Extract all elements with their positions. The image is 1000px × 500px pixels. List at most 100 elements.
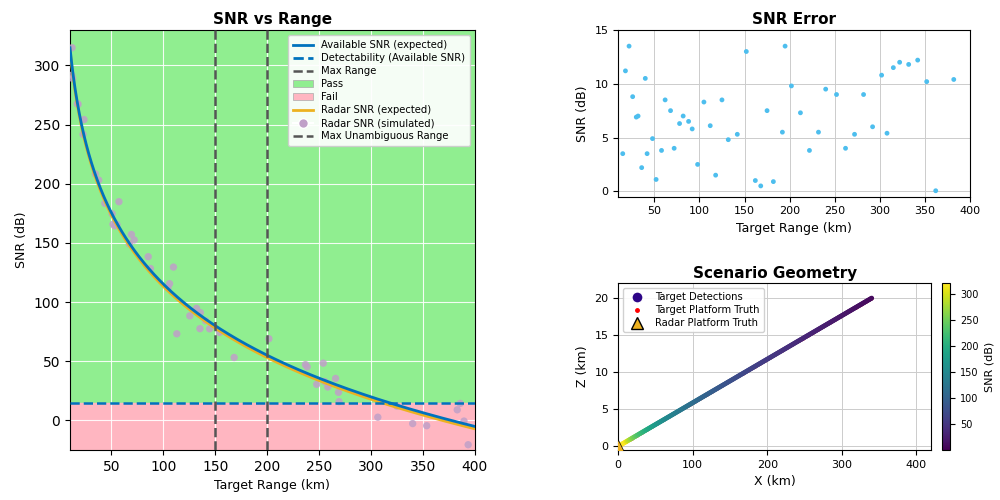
Point [675,404,691,412]
Point [695,392,711,400]
Point [419,422,435,430]
Point [709,384,725,392]
Point [892,58,908,66]
Y-axis label: SNR (dB): SNR (dB) [576,85,589,141]
Point [646,421,662,429]
Point [684,125,700,133]
Point [859,297,875,305]
Point [679,402,695,410]
Point [630,112,646,120]
Point [705,387,721,395]
Point [736,368,752,376]
Point [709,385,725,393]
Point [828,315,844,323]
Point [840,308,856,316]
Point [824,318,840,326]
Point [806,328,822,336]
Point [807,327,823,335]
Point [299,363,315,371]
Point [162,280,178,287]
Point [650,419,666,427]
Point [750,360,766,368]
Point [699,390,715,398]
Point [774,346,790,354]
Point [160,284,176,292]
Point [680,402,696,409]
Point [747,362,763,370]
Point [786,340,802,347]
Point [736,369,752,377]
Point [798,332,814,340]
Point [704,387,720,395]
Point [713,382,729,390]
Point [76,116,92,124]
Point [752,359,768,367]
Point [785,340,801,348]
Point [776,346,792,354]
Point [801,330,817,338]
Point [735,370,751,378]
Point [781,342,797,350]
Point [832,313,848,321]
Point [614,440,630,448]
Point [826,316,842,324]
Point [771,348,787,356]
Point [677,404,693,411]
X-axis label: Target Range (km): Target Range (km) [214,480,330,492]
Point [330,388,346,396]
Point [449,406,465,414]
Point [747,176,763,184]
Point [822,319,838,327]
Point [819,320,835,328]
Point [691,395,707,403]
Point [793,336,809,344]
Point [865,123,881,131]
Point [637,74,653,82]
Point [685,398,701,406]
Point [728,374,744,382]
Point [782,342,798,350]
Point [885,64,901,72]
Point [838,144,854,152]
Point [65,74,81,82]
Point [753,182,769,190]
Point [796,334,812,342]
Point [777,345,793,353]
Point [668,408,684,416]
Point [774,128,790,136]
Point [182,312,198,320]
Point [625,92,641,100]
Point [788,338,804,346]
Point [652,418,668,426]
Point [757,356,773,364]
Point [666,410,682,418]
Point [853,300,869,308]
Point [777,42,793,50]
Point [841,308,857,316]
Point [766,352,782,360]
Point [779,344,795,352]
Point [731,372,747,380]
Point [708,171,724,179]
Point [745,364,761,372]
Point [838,310,854,318]
Point [126,236,142,244]
Point [858,298,874,306]
Point [800,332,816,340]
Point [663,106,679,114]
Point [660,414,676,422]
Point [856,90,872,98]
Point [813,324,829,332]
Point [812,324,828,332]
Point [831,314,847,322]
Point [800,331,816,339]
Point [842,307,858,315]
Point [661,413,677,421]
Point [452,400,468,407]
Point [805,328,821,336]
Point [755,358,771,366]
Point [121,240,137,248]
Point [833,312,849,320]
Point [628,113,644,121]
Point [656,416,672,424]
